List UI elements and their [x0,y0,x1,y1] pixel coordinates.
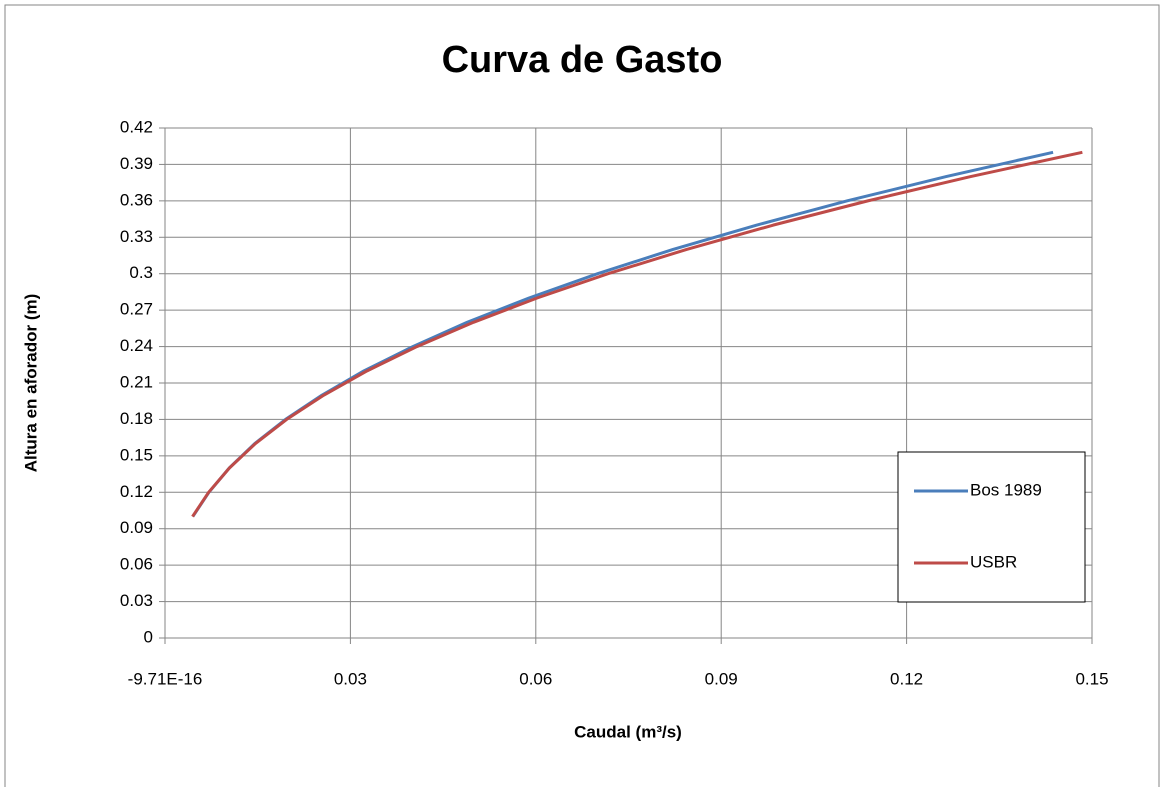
legend-box [897,451,1086,603]
y-tick-label: 0 [144,627,153,646]
y-tick-label: 0.03 [120,591,153,610]
y-tick-label: 0.18 [120,409,153,428]
legend-label: Bos 1989 [970,480,1042,499]
series-line [191,150,1083,518]
x-tick-label: 0.12 [890,669,923,688]
x-tick-label: 0.03 [334,669,367,688]
y-tick-label: 0.15 [120,445,153,464]
legend-label: USBR [970,552,1017,571]
y-tick-label: 0.42 [120,117,153,136]
x-tick-label: 0.09 [705,669,738,688]
chart-border [4,4,1160,787]
y-tick-label: 0.36 [120,190,153,209]
x-tick-label: 0.06 [519,669,552,688]
y-tick-label: 0.39 [120,154,153,173]
y-tick-label: 0.21 [120,372,153,391]
y-axis-title: Altura en aforador (m) [21,294,40,473]
y-tick-label: 0.33 [120,227,153,246]
y-tick-label: 0.12 [120,482,153,501]
y-tick-label: 0.24 [120,336,153,355]
y-tick-label: 0.27 [120,300,153,319]
y-tick-label: 0.3 [129,263,153,282]
chart-title: Curva de Gasto [442,39,723,81]
y-tick-label: 0.09 [120,518,153,537]
y-tick-label: 0.06 [120,555,153,574]
x-axis-title: Caudal (m³/s) [574,722,682,741]
x-tick-label: 0.15 [1075,669,1108,688]
x-tick-label: -9.71E-16 [128,669,203,688]
